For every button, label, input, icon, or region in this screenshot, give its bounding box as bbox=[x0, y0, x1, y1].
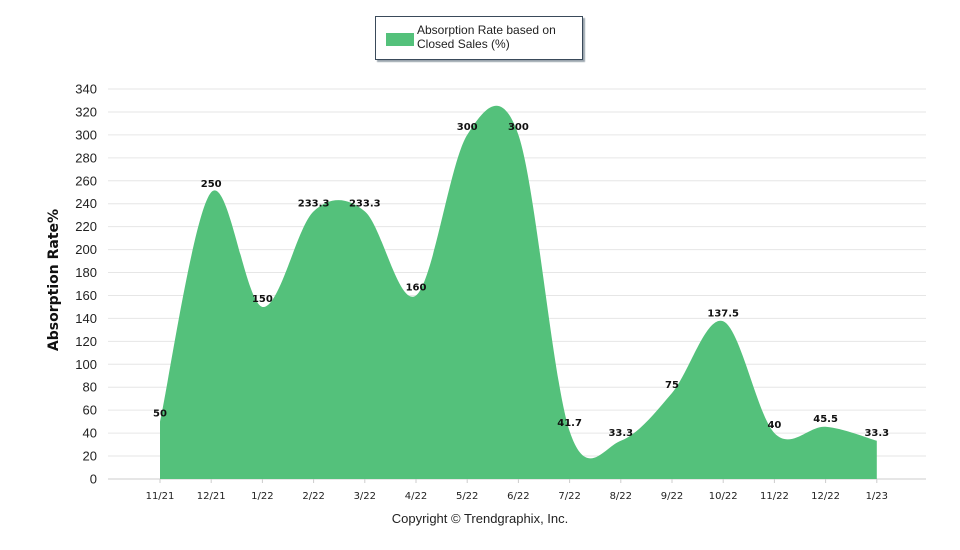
y-axis-title: Absorption Rate% bbox=[46, 209, 62, 351]
x-tick-label: 1/22 bbox=[251, 491, 273, 502]
data-label: 75 bbox=[665, 380, 679, 391]
y-tick-label: 20 bbox=[83, 449, 97, 464]
x-tick-label: 8/22 bbox=[610, 491, 632, 502]
y-tick-label: 200 bbox=[75, 242, 97, 257]
y-tick-label: 260 bbox=[75, 173, 97, 188]
data-label: 250 bbox=[201, 179, 222, 190]
x-tick-label: 12/21 bbox=[197, 491, 226, 502]
y-tick-label: 0 bbox=[90, 472, 97, 487]
data-label: 300 bbox=[508, 122, 529, 133]
y-tick-label: 60 bbox=[83, 403, 97, 418]
x-tick-label: 2/22 bbox=[302, 491, 324, 502]
x-tick-label: 4/22 bbox=[405, 491, 427, 502]
data-label: 33.3 bbox=[864, 428, 889, 439]
x-tick-label: 11/21 bbox=[146, 491, 175, 502]
data-label: 45.5 bbox=[813, 414, 838, 425]
y-tick-label: 180 bbox=[75, 265, 97, 280]
y-tick-label: 340 bbox=[75, 82, 97, 97]
y-tick-label: 120 bbox=[75, 334, 97, 349]
data-label: 137.5 bbox=[707, 308, 739, 319]
y-tick-label: 220 bbox=[75, 219, 97, 234]
y-tick-label: 100 bbox=[75, 357, 97, 372]
copyright-text: Copyright © Trendgraphix, Inc. bbox=[391, 511, 569, 526]
x-tick-label: 7/22 bbox=[558, 491, 580, 502]
data-label: 40 bbox=[767, 420, 781, 431]
x-tick-label: 3/22 bbox=[354, 491, 376, 502]
x-tick-label: 12/22 bbox=[811, 491, 840, 502]
area-series bbox=[160, 105, 877, 480]
y-tick-label: 80 bbox=[83, 380, 97, 395]
y-tick-label: 160 bbox=[75, 288, 97, 303]
data-label: 233.3 bbox=[298, 198, 330, 209]
data-label: 41.7 bbox=[557, 418, 582, 429]
data-label: 233.3 bbox=[349, 198, 381, 209]
y-tick-label: 300 bbox=[75, 127, 97, 142]
y-tick-label: 240 bbox=[75, 196, 97, 211]
x-tick-label: 11/22 bbox=[760, 491, 789, 502]
x-tick-label: 5/22 bbox=[456, 491, 478, 502]
data-label: 150 bbox=[252, 294, 273, 305]
data-label: 160 bbox=[406, 282, 427, 293]
data-label: 300 bbox=[457, 122, 478, 133]
y-tick-label: 280 bbox=[75, 150, 97, 165]
data-label: 50 bbox=[153, 409, 167, 420]
x-tick-label: 9/22 bbox=[661, 491, 683, 502]
y-tick-label: 140 bbox=[75, 311, 97, 326]
legend-label: Absorption Rate based on Closed Sales (%… bbox=[417, 23, 556, 51]
x-tick-label: 1/23 bbox=[866, 491, 888, 502]
x-tick-label: 6/22 bbox=[507, 491, 529, 502]
chart-legend: Absorption Rate based on Closed Sales (%… bbox=[375, 16, 583, 60]
x-tick-label: 10/22 bbox=[709, 491, 738, 502]
data-label: 33.3 bbox=[608, 428, 633, 439]
y-tick-label: 320 bbox=[75, 104, 97, 119]
legend-swatch bbox=[386, 33, 414, 46]
y-tick-label: 40 bbox=[83, 426, 97, 441]
